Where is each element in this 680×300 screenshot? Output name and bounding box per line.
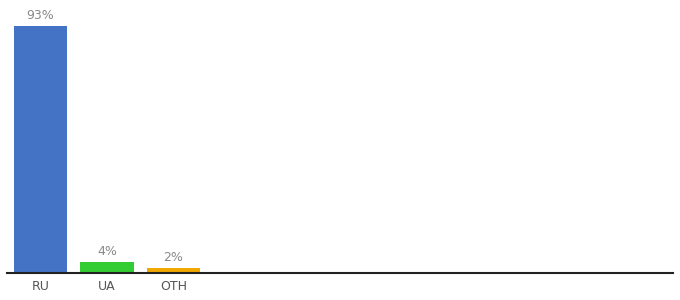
Bar: [147, 268, 200, 273]
Text: 4%: 4%: [97, 245, 117, 259]
Text: 93%: 93%: [27, 9, 54, 22]
Bar: [80, 262, 133, 273]
Text: 2%: 2%: [163, 251, 184, 264]
Bar: [14, 26, 67, 273]
